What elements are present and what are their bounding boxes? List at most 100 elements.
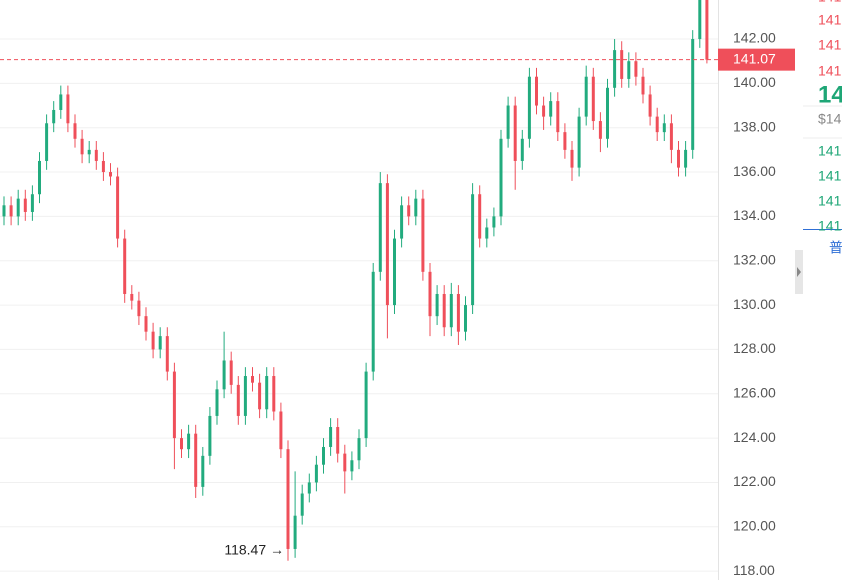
candle-body [158, 336, 162, 350]
bid-price: 141 [818, 168, 842, 184]
candle-body [137, 300, 141, 317]
candle-body [38, 160, 41, 195]
candle-body [123, 238, 127, 294]
y-tick-label: 120.00 [733, 517, 776, 533]
candle-body [180, 438, 183, 450]
candle-body [172, 371, 176, 439]
candle-body [258, 382, 262, 410]
candle-body [314, 464, 318, 483]
candle-body [634, 61, 638, 77]
candle-body [45, 123, 49, 161]
y-tick-label: 128.00 [733, 340, 776, 356]
candle-body [208, 415, 212, 456]
candle-body [201, 455, 205, 487]
candle-body [130, 293, 134, 301]
candle-body [30, 194, 34, 212]
candle-body [222, 360, 226, 390]
candle-body [584, 76, 588, 117]
y-tick-label: 136.00 [733, 163, 776, 179]
candle-body [442, 293, 446, 328]
candle-body [513, 105, 517, 161]
ask-price: 141 [818, 12, 842, 28]
candle-body [385, 183, 389, 306]
candle-body [272, 376, 276, 412]
candle-body [435, 293, 439, 317]
low-annotation: 118.47 → [224, 541, 284, 557]
candle-body [684, 149, 688, 168]
candle-body [506, 105, 510, 139]
candle-body [307, 482, 311, 494]
candle-body [669, 123, 673, 150]
toggle-icon [797, 267, 801, 277]
y-tick-label: 134.00 [733, 207, 776, 223]
candle-body [527, 76, 531, 139]
bid-price: 141 [818, 218, 842, 234]
candle-body [677, 149, 680, 168]
y-tick-label: 132.00 [733, 251, 776, 267]
candle-body [215, 389, 219, 416]
candle-body [293, 515, 297, 549]
candle-body [329, 427, 333, 447]
y-tick-label: 140.00 [733, 74, 776, 90]
candle-body [52, 109, 56, 124]
candle-body [705, 0, 709, 60]
candle-body [371, 271, 375, 372]
candle-body [279, 411, 283, 450]
candle-body [378, 183, 382, 272]
y-tick-label: 126.00 [733, 384, 776, 400]
candle-body [80, 138, 84, 155]
tab-label[interactable]: 普 [829, 240, 842, 256]
y-tick-label: 124.00 [733, 429, 776, 445]
candle-body [598, 121, 602, 139]
candle-body [336, 427, 340, 454]
candle-body [16, 198, 20, 217]
candle-body [456, 293, 460, 332]
candle-body [144, 316, 148, 332]
candle-body [407, 205, 411, 217]
candle-body [73, 123, 77, 139]
candle-body [464, 305, 467, 332]
ask-price: 141 [818, 37, 842, 53]
y-tick-label: 130.00 [733, 296, 776, 312]
last-price-label: 141.07 [733, 50, 776, 66]
candle-body [101, 160, 105, 173]
y-tick-label: 142.00 [733, 30, 776, 46]
candle-body [577, 116, 581, 168]
candle-body [428, 271, 432, 317]
candle-body [357, 438, 361, 461]
candle-body [343, 453, 347, 472]
candle-body [66, 94, 70, 124]
candle-body [151, 331, 155, 350]
candle-body [591, 76, 595, 122]
candle-body [485, 227, 489, 239]
candle-body [641, 76, 645, 95]
candle-body [627, 61, 631, 79]
candle-body [478, 194, 482, 239]
candle-body [322, 446, 325, 465]
candle-body [655, 116, 659, 133]
candle-body [9, 205, 13, 217]
candle-body [400, 205, 404, 239]
candle-body [187, 433, 191, 450]
candle-body [364, 371, 368, 439]
candle-body [350, 460, 354, 472]
candle-body [499, 138, 503, 217]
candle-body [492, 216, 496, 228]
candle-body [243, 376, 247, 416]
candle-body [194, 433, 198, 487]
bid-price: 141 [818, 193, 842, 209]
candle-body [570, 149, 574, 168]
bid-price: 141 [818, 143, 842, 159]
candle-body [2, 205, 6, 217]
candle-body [165, 336, 169, 372]
ask-price: 141 [818, 63, 842, 79]
y-tick-label: 138.00 [733, 118, 776, 134]
y-tick-label: 118.00 [733, 562, 775, 578]
candle-body [421, 198, 425, 272]
candle-body [23, 198, 27, 212]
ask-price: 141 [818, 0, 842, 5]
candle-body [449, 293, 453, 328]
candle-body [662, 123, 666, 133]
candle-body [94, 149, 98, 161]
